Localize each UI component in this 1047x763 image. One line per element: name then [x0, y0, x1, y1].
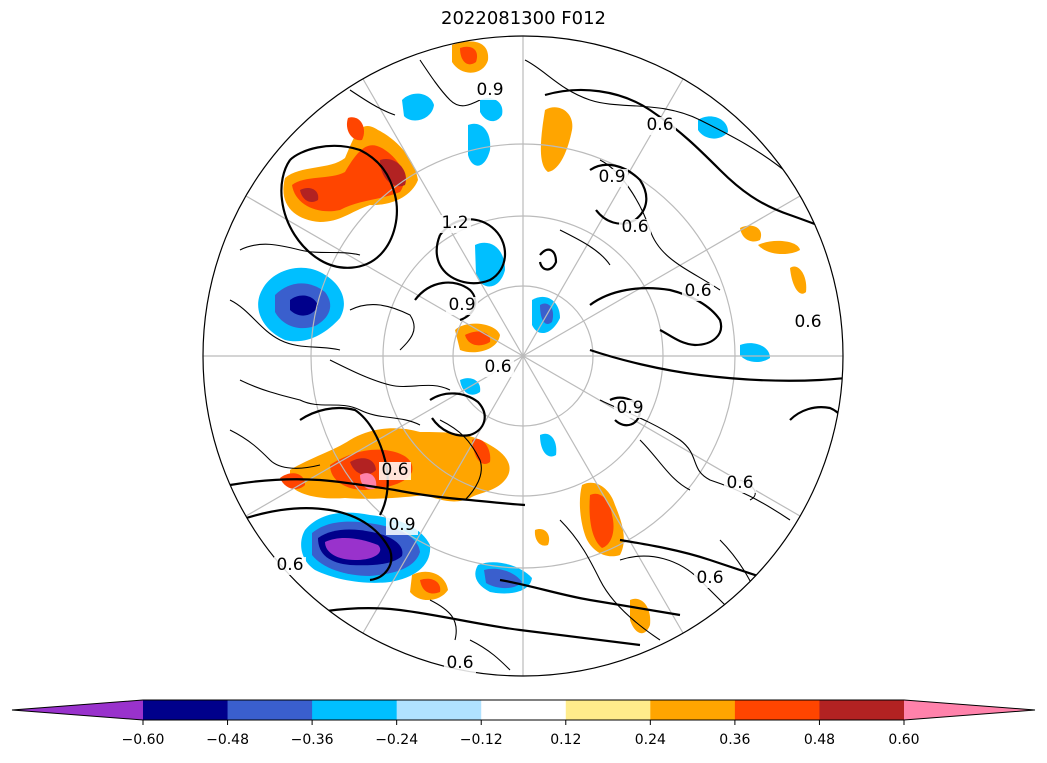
colorbar-tick-label: −0.36: [291, 732, 334, 748]
contour-label-bg: [792, 314, 824, 332]
contour-label-bg: [474, 82, 506, 100]
colorbar-tick-label: 0.12: [550, 732, 581, 748]
colorbar-cell: [734, 700, 820, 720]
contour-label: 0.9: [448, 295, 475, 315]
colorbar-cell: [819, 700, 905, 720]
colorbar-cell: [565, 700, 651, 720]
map-title: 2022081300 F012: [441, 8, 606, 29]
colorbar-cell: [650, 700, 736, 720]
contour-label-bg: [596, 169, 628, 187]
contour-label-bg: [614, 400, 646, 418]
contour-label-bg: [446, 297, 478, 315]
contour-label-bg: [682, 283, 714, 301]
colorbar-cell: [481, 700, 567, 720]
contour-label: 0.6: [381, 460, 408, 480]
contour-label-bg: [644, 117, 676, 135]
colorbar-extend-low: [12, 700, 143, 720]
contour-label: 0.6: [794, 312, 821, 332]
polar-map: 0.9 0.6 0.9 0.6 1.2 0.9 0.6 0.6 0.6 0.9 0.6 0.6 0.9 0…: [202, 35, 844, 677]
contour-label-bg: [619, 219, 651, 237]
contour-label: 0.9: [598, 167, 625, 187]
colorbar-tick-label: 0.24: [635, 732, 666, 748]
contour-label-bg: [482, 359, 514, 377]
contour-label: 0.6: [446, 653, 473, 673]
contour-label-bg: [694, 570, 726, 588]
colorbar-cell: [143, 700, 229, 720]
contour-label: 0.6: [696, 568, 723, 588]
contour-label-bg: [379, 462, 411, 480]
contour-label: 1.2: [441, 213, 468, 233]
colorbar-tick-label: 0.48: [804, 732, 835, 748]
colorbar-tick-label: 0.36: [719, 732, 750, 748]
contour-label: 0.6: [484, 357, 511, 377]
contour-label-bg: [274, 557, 306, 575]
colorbar-tick-label: −0.48: [206, 732, 249, 748]
colorbar-cells: [11, 699, 1036, 721]
contour-label: 0.9: [476, 80, 503, 100]
colorbar-cell: [312, 700, 398, 720]
colorbar-tick-label: −0.12: [460, 732, 503, 748]
contour-label: 0.6: [726, 473, 753, 493]
colorbar-tick-label: −0.60: [122, 732, 165, 748]
contour-labels: 0.9 0.6 0.9 0.6 1.2 0.9 0.6 0.6 0.6 0.9 0.6 0.6 0.9 0…: [274, 80, 824, 673]
colorbar-tick-label: 0.60: [888, 732, 919, 748]
contour-label-bg: [386, 517, 418, 535]
shaded-anomaly-regions: [258, 41, 807, 634]
colorbar-tick-label: −0.24: [375, 732, 418, 748]
contour-label-bg: [444, 655, 476, 673]
contour-label: 0.9: [616, 398, 643, 418]
contour-lines: [229, 88, 843, 647]
contour-label: 0.9: [388, 515, 415, 535]
contour-label: 0.6: [621, 217, 648, 237]
contour-label: 0.6: [646, 115, 673, 135]
contour-label: 0.6: [684, 281, 711, 301]
contour-label: 0.6: [276, 555, 303, 575]
map-boundary: [202, 35, 844, 677]
colorbar-cell: [227, 700, 313, 720]
colorbar: −0.60 −0.48 −0.36 −0.24 −0.12 0.12 0.24 0.36 0.4…: [11, 699, 1036, 748]
colorbar-cell: [396, 700, 482, 720]
coastlines: [229, 59, 791, 671]
contour-label-bg: [439, 215, 471, 233]
colorbar-ticks: −0.60 −0.48 −0.36 −0.24 −0.12 0.12 0.24 0.36 0.4…: [122, 720, 920, 748]
contour-label-bg: [724, 475, 756, 493]
colorbar-extend-high: [904, 700, 1035, 720]
